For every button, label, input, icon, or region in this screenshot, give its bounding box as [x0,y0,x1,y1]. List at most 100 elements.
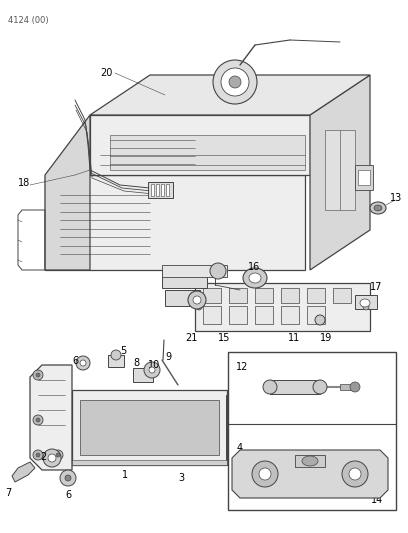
Ellipse shape [36,453,40,457]
Ellipse shape [213,60,257,104]
Text: 10: 10 [148,360,160,370]
Ellipse shape [56,453,60,457]
Text: 4124 (00): 4124 (00) [8,16,49,25]
Ellipse shape [48,454,56,462]
Polygon shape [12,462,35,482]
Ellipse shape [111,350,121,360]
Polygon shape [310,75,370,270]
Ellipse shape [302,456,318,466]
Ellipse shape [33,415,43,425]
Bar [133,368,153,382]
Bar [80,400,219,455]
Bar [203,288,221,303]
Ellipse shape [36,373,40,377]
Ellipse shape [43,449,61,467]
Bar [355,165,373,190]
Bar [161,184,164,196]
Bar [228,352,396,510]
Text: 13: 13 [390,193,402,203]
Ellipse shape [229,76,241,88]
Bar [340,384,355,390]
Bar [270,380,320,394]
Bar [72,460,227,465]
Bar [295,455,325,467]
Text: 11: 11 [288,333,300,343]
Text: 19: 19 [320,333,332,343]
Ellipse shape [342,461,368,487]
Text: 7: 7 [5,488,11,498]
Polygon shape [90,115,310,175]
Text: 20: 20 [100,68,112,78]
Bar [166,184,169,196]
Ellipse shape [80,360,86,366]
Bar [325,130,355,210]
Bar [226,395,238,460]
Bar [281,306,299,324]
Text: 14: 14 [371,495,383,505]
Ellipse shape [313,380,327,394]
Polygon shape [110,135,305,170]
Polygon shape [45,175,305,270]
Bar [307,306,325,324]
Polygon shape [45,115,90,270]
Bar [151,184,154,196]
Ellipse shape [196,304,202,310]
Ellipse shape [53,450,63,460]
Ellipse shape [221,68,249,96]
Bar [333,288,351,303]
Bar [255,306,273,324]
Ellipse shape [36,418,40,422]
Ellipse shape [144,362,160,378]
Ellipse shape [210,263,226,279]
Bar [255,288,273,303]
Ellipse shape [252,461,278,487]
Bar [156,184,159,196]
Text: 6: 6 [65,490,71,500]
Bar [72,390,227,465]
Ellipse shape [350,382,360,392]
Bar [162,265,227,277]
Ellipse shape [315,315,325,325]
Ellipse shape [33,370,43,380]
Ellipse shape [249,273,261,283]
Text: 6: 6 [72,356,78,366]
Ellipse shape [188,291,206,309]
Ellipse shape [65,475,71,481]
Polygon shape [232,450,388,498]
Ellipse shape [370,202,386,214]
Bar [108,355,124,367]
Text: 12: 12 [236,362,248,372]
Bar [203,306,221,324]
Bar [148,182,173,198]
Text: 15: 15 [218,333,231,343]
Ellipse shape [363,304,369,310]
Ellipse shape [76,356,90,370]
Ellipse shape [360,299,370,307]
Ellipse shape [149,367,155,373]
Bar [229,288,247,303]
Ellipse shape [263,380,277,394]
Bar [355,295,377,309]
Polygon shape [30,365,72,470]
Text: 9: 9 [165,352,171,362]
Text: 8: 8 [133,358,139,368]
Text: 5: 5 [120,346,126,356]
Ellipse shape [60,470,76,486]
Ellipse shape [374,205,382,211]
Bar [162,270,207,288]
Ellipse shape [193,296,201,304]
Text: 2: 2 [40,452,46,462]
Text: 4: 4 [237,443,243,453]
Polygon shape [90,75,370,115]
Text: 1: 1 [122,470,128,480]
Bar [281,288,299,303]
Text: 3: 3 [178,473,184,483]
Text: 18: 18 [18,178,30,188]
Bar [229,306,247,324]
Bar [195,283,370,331]
Ellipse shape [349,468,361,480]
Text: 16: 16 [248,262,260,272]
Ellipse shape [33,450,43,460]
Ellipse shape [243,268,267,288]
Text: 17: 17 [370,282,382,292]
